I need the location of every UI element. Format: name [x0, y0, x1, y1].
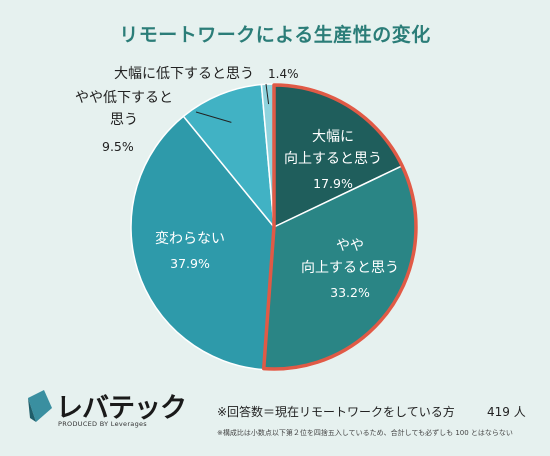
pie-slice — [130, 115, 275, 371]
logo-subtext: PRODUCED BY Leverages — [58, 420, 147, 428]
footnote-count: 419 人 — [487, 405, 526, 419]
slice-label-line: 向上すると思う — [284, 151, 382, 167]
slice-label-line: やや低下すると — [75, 90, 173, 106]
slice-label-line: やや — [336, 238, 364, 254]
leader-line — [265, 83, 270, 105]
slice-label-line: 思う — [110, 112, 138, 128]
slice-label: やや向上すると思う — [301, 238, 399, 276]
slice-value-label: 17.9% — [313, 176, 353, 191]
footnote-rounding-note: ※構成比は小数点以下第２位を四捨五入しているため、合計しても必ずしも 100 と… — [217, 429, 513, 437]
leader-line — [195, 111, 232, 123]
highlight-outline — [261, 83, 418, 371]
slice-label: 大幅に向上すると思う — [284, 129, 382, 167]
slice-label-line: 変わらない — [155, 230, 225, 247]
slice-label: 変わらない — [155, 230, 225, 247]
slice-label: 大幅に低下すると思う — [114, 66, 254, 82]
logo-text: レバテック — [56, 393, 187, 424]
slice-label-line: 向上すると思う — [301, 260, 399, 276]
leverages-logo: レバテック PRODUCED BY Leverages — [26, 388, 196, 438]
pie-slice — [182, 83, 275, 230]
slice-value-label: 1.4% — [268, 67, 299, 81]
slice-value-label: 33.2% — [330, 285, 370, 300]
slice-label-line: 大幅に — [312, 129, 354, 145]
chart-title: リモートワークによる生産性の変化 — [119, 24, 431, 46]
slice-label: やや低下すると思う — [75, 90, 173, 128]
slice-value-label: 37.9% — [170, 256, 210, 271]
footnote-respondents: ※回答数＝現在リモートワークをしている方 — [217, 405, 455, 419]
slice-value-label: 9.5% — [102, 139, 134, 154]
logo-mark-icon — [28, 390, 52, 422]
